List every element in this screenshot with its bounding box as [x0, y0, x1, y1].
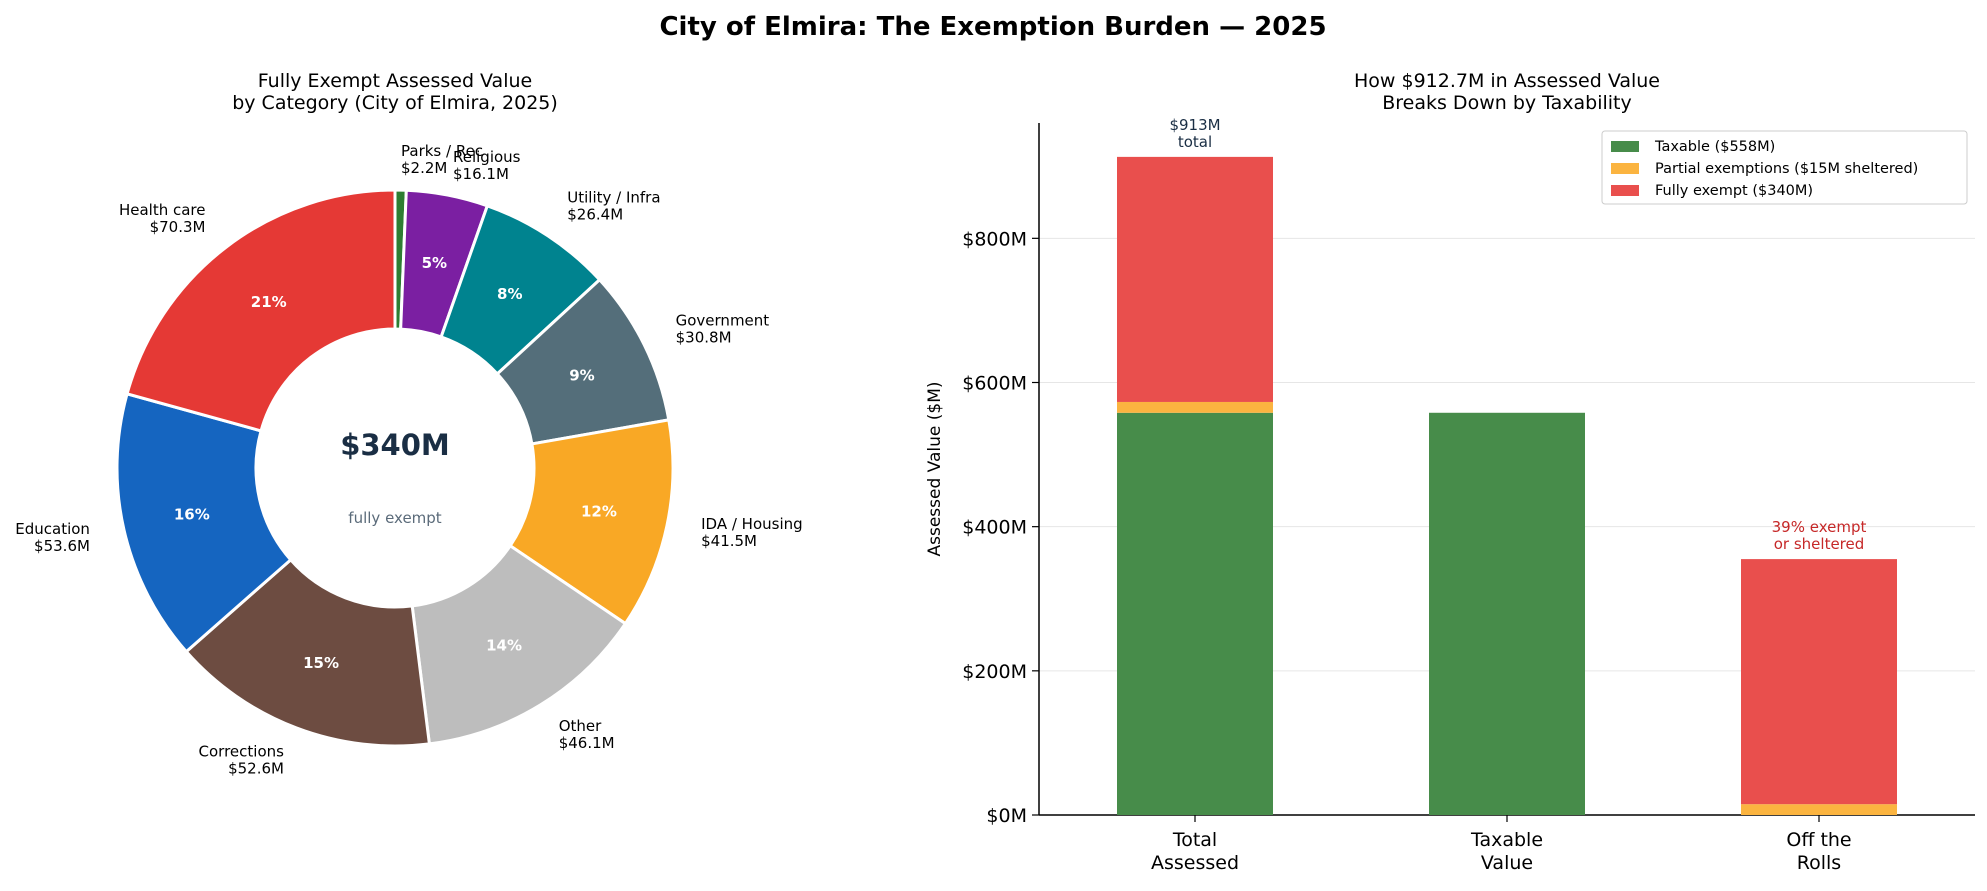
donut-title: Fully Exempt Assessed Value by Category (… — [232, 70, 558, 114]
donut-pct-label: 15% — [303, 654, 339, 672]
donut-pct-label: 21% — [251, 293, 287, 311]
donut-label-ida-housing: IDA / Housing $41.5M — [701, 515, 803, 550]
x-tick-label-total-assessed: Total Assessed — [1151, 829, 1239, 874]
y-tick-label: $200M — [962, 661, 1027, 683]
donut-center-label: fully exempt — [348, 509, 442, 527]
donut-pct-label: 8% — [497, 285, 522, 303]
bar-chart-title: How $912.7M in Assessed Value Breaks Down… — [1354, 70, 1660, 114]
donut-label-other: Other $46.1M — [559, 717, 615, 752]
y-tick-label: $600M — [962, 373, 1027, 395]
bar-total-assessed-partial-exemptions-15m-sheltered — [1117, 401, 1273, 413]
donut-slice-education — [115, 391, 293, 654]
bar-off-the-rolls-fully-exempt-340m — [1741, 559, 1897, 805]
bar-total-assessed-fully-exempt-340m — [1117, 156, 1273, 402]
donut-label-education: Education $53.6M — [15, 520, 90, 555]
donut-slice-corrections — [184, 557, 432, 748]
legend-entry-taxable-558m: Taxable ($558M) — [1654, 139, 1775, 155]
donut-label-utility-infra: Utility / Infra $26.4M — [567, 189, 660, 224]
donut-label-parks-rec: Parks / Rec $2.2M — [401, 142, 483, 177]
donut-pct-label: 12% — [581, 502, 617, 520]
donut-label-government: Government $30.8M — [676, 311, 770, 346]
x-tick-label-taxable-value: Taxable Value — [1470, 829, 1543, 874]
legend-swatch-partial-exemptions-15m-sheltered — [1611, 163, 1639, 174]
figure-title: City of Elmira: The Exemption Burden — 2… — [659, 12, 1326, 42]
legend-swatch-fully-exempt-340m — [1611, 185, 1639, 196]
donut-pct-label: 5% — [422, 254, 447, 272]
donut-pct-label: 9% — [569, 367, 594, 385]
y-axis-label: Assessed Value ($M) — [925, 381, 945, 556]
bar-taxable-value-taxable-558m — [1429, 412, 1585, 815]
legend-entry-fully-exempt-340m: Fully exempt ($340M) — [1655, 183, 1813, 199]
donut-label-corrections: Corrections $52.6M — [199, 743, 285, 778]
donut-chart: Fully Exempt Assessed Value by Category (… — [15, 70, 802, 778]
bar-annotation-off-the-rolls: 39% exempt or sheltered — [1772, 518, 1867, 553]
y-tick-label: $800M — [962, 228, 1027, 250]
donut-slice-other — [410, 543, 628, 746]
donut-label-religious: Religious $16.1M — [453, 148, 521, 183]
donut-slice-health-care — [125, 188, 397, 433]
bar-off-the-rolls-partial-exemptions-15m-sheltered — [1741, 804, 1897, 815]
legend — [1601, 130, 1968, 205]
y-tick-label: $400M — [962, 517, 1027, 539]
donut-center-value: $340M — [340, 428, 450, 462]
legend-entry-partial-exemptions-15m-sheltered: Partial exemptions ($15M sheltered) — [1655, 161, 1918, 177]
legend-swatch-taxable-558m — [1611, 141, 1639, 152]
bar-annotation-total-assessed: $913M total — [1169, 116, 1220, 151]
donut-pct-label: 14% — [486, 637, 522, 655]
donut-pct-label: 16% — [174, 506, 210, 524]
donut-label-health-care: Health care $70.3M — [119, 201, 206, 236]
stacked-bar-chart: How $912.7M in Assessed Value Breaks Down… — [925, 70, 1975, 874]
x-tick-label-off-the-rolls: Off the Rolls — [1786, 829, 1851, 874]
bar-total-assessed-taxable-558m — [1117, 412, 1273, 815]
y-tick-label: $0M — [986, 805, 1027, 827]
